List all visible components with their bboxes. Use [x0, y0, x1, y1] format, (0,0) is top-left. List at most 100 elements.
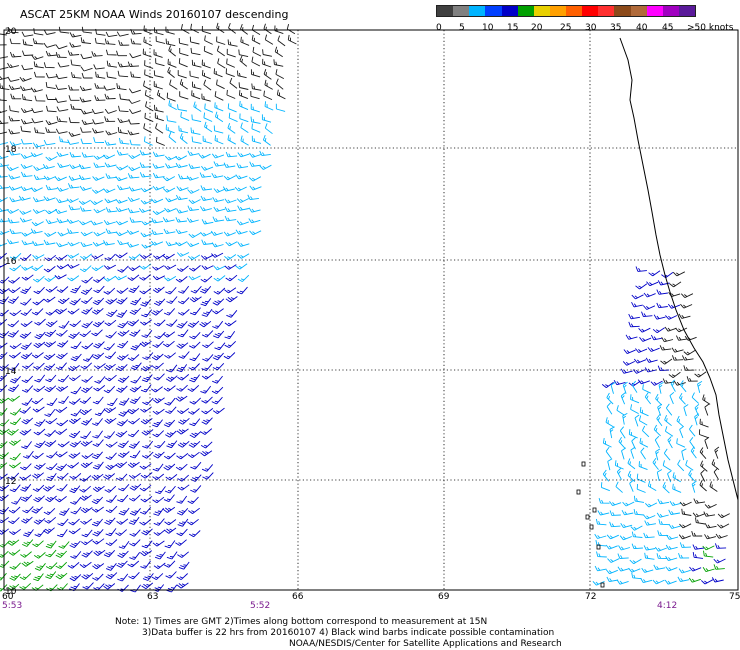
- wind-barb: [177, 104, 188, 112]
- wind-barb: [228, 22, 236, 34]
- wind-barb: [237, 152, 250, 158]
- wind-barb: [152, 275, 165, 281]
- wind-barb: [153, 518, 165, 526]
- wind-barb: [43, 29, 56, 35]
- wind-barb: [34, 563, 46, 571]
- wind-barb: [129, 508, 141, 516]
- wind-barb: [9, 562, 21, 570]
- wind-barb: [154, 440, 166, 449]
- wind-barb: [150, 240, 164, 246]
- wind-barb: [104, 431, 116, 439]
- wind-barb: [92, 176, 105, 181]
- wind-barb: [116, 309, 128, 318]
- wind-barb: [224, 254, 237, 260]
- latitude-label: 14: [5, 367, 17, 377]
- wind-barb: [664, 426, 674, 437]
- wind-barb: [162, 187, 176, 193]
- wind-barb: [45, 72, 58, 79]
- wind-barb: [130, 71, 141, 79]
- wind-barb: [43, 266, 56, 273]
- wind-barb: [629, 558, 642, 565]
- wind-barb: [79, 330, 92, 338]
- wind-barb: [56, 484, 68, 492]
- wind-barb: [130, 38, 142, 45]
- wind-barb: [251, 34, 261, 45]
- wind-barb: [129, 552, 141, 560]
- wind-barb: [115, 529, 127, 536]
- wind-barb: [189, 374, 200, 383]
- wind-barb: [188, 341, 201, 349]
- wind-barb: [68, 398, 81, 405]
- wind-barb: [67, 275, 80, 282]
- wind-barb: [191, 136, 202, 144]
- wind-barb: [717, 523, 730, 529]
- wind-barb: [67, 241, 80, 247]
- wind-barb: [105, 539, 118, 546]
- wind-barb: [91, 518, 103, 527]
- wind-barb: [609, 510, 621, 516]
- wind-barb: [93, 276, 105, 283]
- wind-barb: [607, 558, 620, 563]
- wind-barb: [32, 240, 44, 247]
- wind-barb: [45, 417, 58, 425]
- wind-barb: [163, 331, 176, 338]
- wind-barb: [250, 90, 260, 100]
- wind-barb: [79, 396, 92, 404]
- wind-barb: [67, 308, 80, 315]
- wind-barb: [187, 189, 200, 194]
- wind-barb: [187, 150, 200, 156]
- legend-swatch: [678, 6, 695, 16]
- wind-barb: [691, 480, 697, 493]
- wind-barb: [201, 70, 211, 80]
- wind-barb: [703, 511, 716, 517]
- wind-barb: [127, 319, 140, 327]
- wind-barb: [7, 539, 20, 546]
- wind-barb: [155, 486, 166, 495]
- wind-barb: [699, 418, 709, 428]
- wind-barb: [715, 533, 728, 539]
- wind-barb: [187, 320, 200, 328]
- wind-barb: [57, 518, 69, 527]
- wind-barb: [200, 450, 213, 457]
- wind-barb: [165, 163, 177, 169]
- wind-barb: [641, 311, 653, 318]
- wind-barb: [117, 550, 129, 558]
- wind-barb: [33, 61, 44, 69]
- wind-barb: [92, 439, 104, 447]
- wind-barb: [178, 125, 189, 134]
- wind-barb: [80, 461, 93, 468]
- wind-barb: [141, 220, 154, 226]
- wind-barbs-layer: [0, 22, 730, 593]
- wind-barb: [130, 342, 142, 351]
- wind-barb: [56, 419, 69, 427]
- wind-barb: [237, 253, 250, 259]
- wind-barb: [622, 381, 628, 394]
- wind-barb: [118, 507, 130, 516]
- wind-barb: [176, 573, 189, 580]
- wind-barb: [68, 452, 81, 459]
- wind-barb: [9, 484, 21, 493]
- wind-barb: [676, 438, 686, 448]
- wind-barb: [21, 31, 34, 37]
- wind-barb: [7, 330, 19, 338]
- wind-barb: [80, 53, 93, 60]
- wind-barb: [115, 207, 128, 213]
- wind-barb: [129, 307, 142, 315]
- wind-barb: [67, 228, 79, 234]
- wind-barb: [104, 374, 117, 382]
- wind-barb: [665, 403, 673, 416]
- legend-swatch: [630, 6, 647, 16]
- wind-barb: [115, 198, 128, 204]
- wind-barb: [177, 309, 190, 316]
- wind-barb: [691, 530, 703, 537]
- wind-barb: [44, 329, 57, 338]
- wind-barb: [68, 84, 80, 91]
- wind-barb: [152, 151, 165, 157]
- wind-barb: [652, 579, 665, 585]
- wind-barb: [116, 31, 129, 37]
- wind-barb: [129, 217, 141, 223]
- wind-barb: [200, 185, 213, 191]
- wind-barb: [91, 188, 105, 194]
- wind-barb: [141, 309, 153, 318]
- wind-barb: [641, 567, 654, 573]
